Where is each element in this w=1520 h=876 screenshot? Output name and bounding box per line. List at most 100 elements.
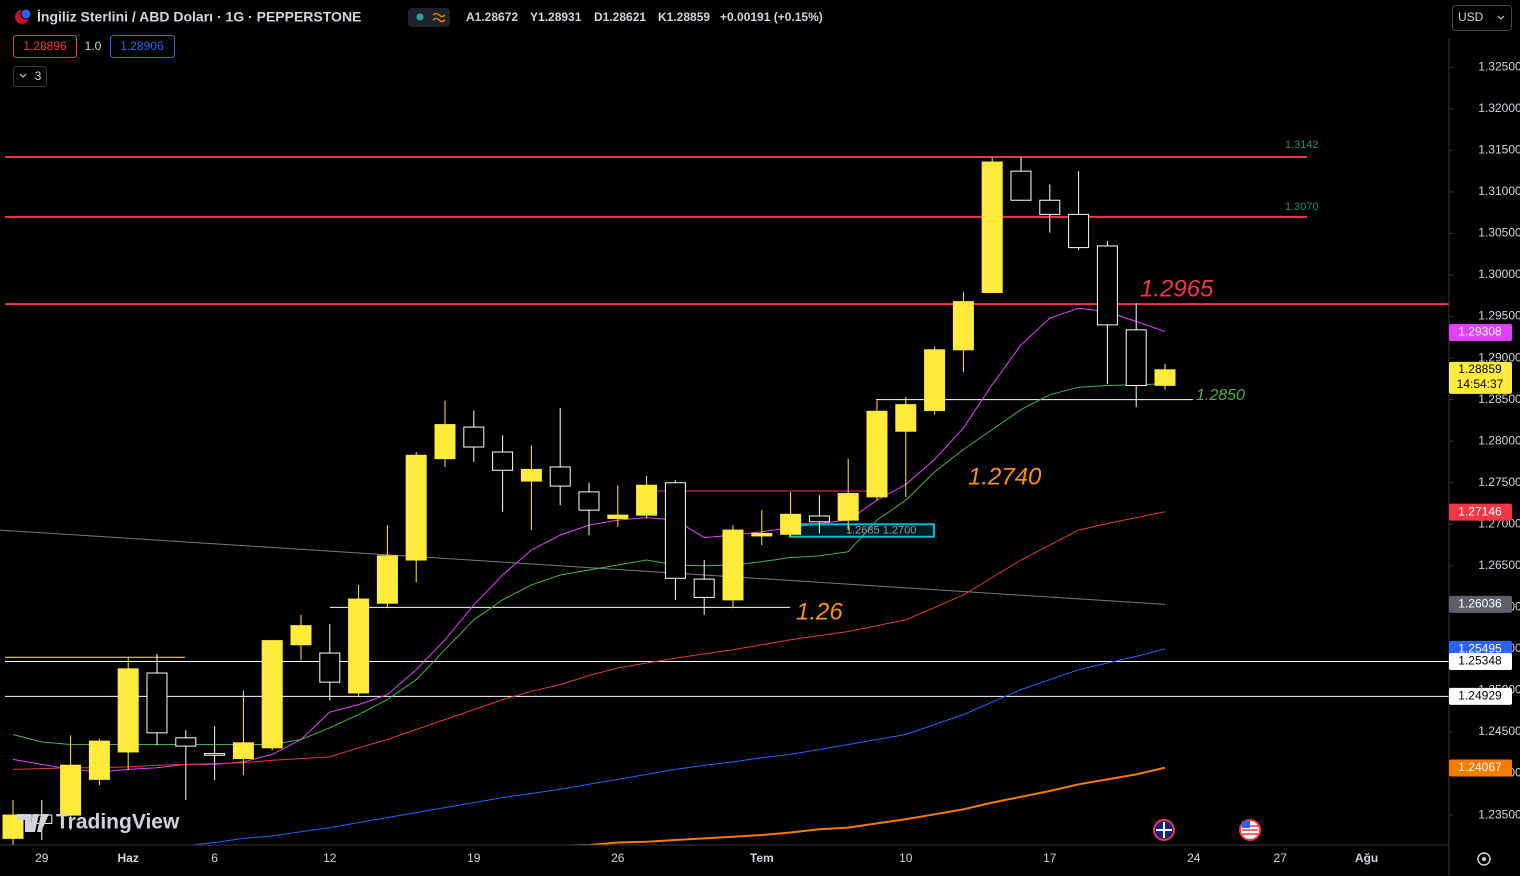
price-tag — [1449, 687, 1512, 705]
candle-body — [751, 532, 773, 537]
candle-body — [808, 515, 830, 523]
moving-average — [12, 511, 1166, 770]
buy-button[interactable] — [110, 35, 175, 58]
data-delay-icon — [432, 12, 446, 23]
change: +0.00191 (+0.15%) — [720, 10, 823, 24]
indicators-toggle[interactable] — [13, 66, 47, 87]
candle-body — [1068, 213, 1090, 249]
price-tag — [1449, 361, 1512, 394]
candle-body — [1125, 329, 1147, 387]
x-tick-label: 17 — [1043, 851, 1057, 865]
spread: 1.0 — [85, 39, 102, 53]
candle-body — [664, 482, 686, 579]
moving-average — [188, 648, 1166, 845]
price-tag-label: 1.26036 — [1458, 597, 1502, 611]
ohlc-label: Y — [530, 10, 538, 24]
candle-body — [636, 484, 658, 516]
price-tag — [1449, 653, 1512, 671]
level-label: 1.2965 — [1140, 275, 1214, 302]
y-tick-label: 1.26500 — [1478, 558, 1520, 572]
y-tick-label: 1.31500 — [1478, 143, 1520, 157]
currency-button[interactable] — [1452, 5, 1512, 31]
market-open-dot — [416, 13, 424, 21]
candle-body — [981, 161, 1003, 293]
y-tick-label: 1.31000 — [1478, 184, 1520, 198]
flag-cross — [1156, 822, 1172, 838]
candle-body — [117, 668, 139, 753]
x-tick-label: Ağu — [1355, 851, 1378, 865]
plot-area: 1.3142 1.3070 1.2965 1.2850 1.2740 1.26 1.2685… — [0, 139, 1449, 845]
x-tick-label: 6 — [211, 851, 218, 865]
candle-body — [463, 426, 485, 448]
settings-icon[interactable] — [1477, 852, 1491, 866]
price-tag-label: 1.27146 — [1458, 504, 1502, 518]
price-tag-label: 1.28859 — [1458, 362, 1502, 376]
candle-body — [924, 349, 946, 411]
y-tick-label: 1.27500 — [1478, 475, 1520, 489]
y-tick-label: 1.28000 — [1478, 433, 1520, 447]
x-tick-label: 29 — [35, 851, 49, 865]
range-box-label: 1.2685 1.2700 — [846, 524, 916, 536]
countdown: 14:54:37 — [1457, 377, 1504, 391]
candle-body — [204, 753, 226, 756]
currency[interactable]: USD — [1458, 10, 1484, 24]
price-tag-label: 1.24067 — [1458, 760, 1502, 774]
indicators-count[interactable]: 3 — [35, 69, 42, 83]
price-tag-label: 1.24929 — [1458, 689, 1502, 703]
y-tick-label: 1.29000 — [1478, 350, 1520, 364]
candle-body — [376, 555, 398, 604]
candle-body — [895, 404, 917, 432]
x-tick-label: 10 — [899, 851, 913, 865]
moving-average — [12, 383, 1166, 745]
candle-body — [175, 737, 197, 747]
level-label: 1.2740 — [968, 463, 1042, 490]
candle-body — [146, 672, 168, 734]
buy-price[interactable]: 1.28906 — [120, 39, 164, 53]
candle-body — [837, 493, 859, 521]
x-tick-label: 12 — [323, 851, 337, 865]
candle-body — [578, 491, 600, 511]
candle-body — [290, 625, 312, 646]
candle-body — [319, 652, 341, 683]
price-tag-label: 1.29308 — [1458, 325, 1502, 339]
price-tag — [1449, 595, 1512, 613]
price-tag — [1449, 324, 1512, 342]
y-tick-label: 1.28500 — [1478, 392, 1520, 406]
level-label: 1.2850 — [1196, 387, 1245, 404]
candle-body — [405, 454, 427, 561]
candle-body — [492, 451, 514, 471]
x-tick-label: 24 — [1187, 851, 1201, 865]
price-tag — [1449, 503, 1512, 521]
y-tick-label: 1.30500 — [1478, 226, 1520, 240]
ohlc-label: A — [466, 10, 475, 24]
candle-body — [722, 529, 744, 601]
candle-body — [1154, 369, 1176, 386]
candle-body — [952, 301, 974, 351]
x-tick-label: 19 — [467, 851, 481, 865]
sell-button[interactable] — [13, 35, 77, 58]
x-tick-label: 26 — [611, 851, 625, 865]
ohlc-value: 1.28621 — [603, 10, 647, 24]
x-tick-label: Tem — [750, 851, 774, 865]
price-tag-label: 1.25495 — [1458, 642, 1502, 656]
sell-price[interactable]: 1.28896 — [23, 39, 67, 53]
y-tick-label: 1.29500 — [1478, 309, 1520, 323]
ohlc-value: 1.28859 — [667, 10, 711, 24]
candle-body — [693, 578, 715, 598]
candle-body — [2, 814, 24, 839]
price-tag — [1449, 759, 1512, 777]
candle-body — [88, 740, 110, 780]
symbol-icon — [20, 8, 32, 20]
candle-body — [1010, 170, 1032, 201]
candle-body — [780, 513, 802, 535]
ohlc-readout: A1.28672 Y1.28931 D1.28621 K1.28859 +0.0… — [466, 10, 823, 24]
y-tick-label: 1.23500 — [1478, 807, 1520, 821]
ohlc-label: K — [658, 10, 667, 24]
candle-body — [520, 468, 542, 482]
ohlc-value: 1.28931 — [538, 10, 582, 24]
ohlc-value: 1.28672 — [475, 10, 519, 24]
watermark: TradingView — [56, 811, 180, 834]
